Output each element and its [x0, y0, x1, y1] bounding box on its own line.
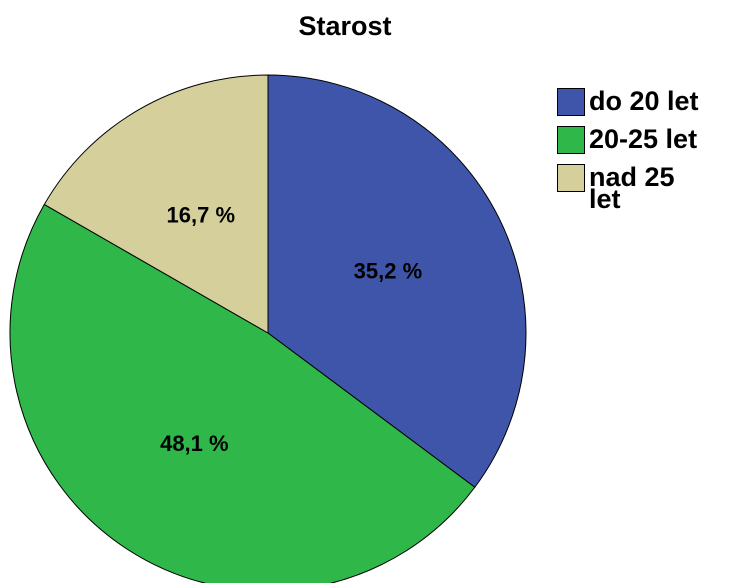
legend-label: 20-25 let [589, 124, 698, 154]
legend-item: do 20 let [557, 84, 699, 116]
data-label: 48,1 % [160, 431, 229, 456]
legend-swatch [557, 126, 585, 154]
pie-slice [9, 203, 476, 583]
legend-item: 20-25 let [557, 122, 699, 154]
data-label: 16,7 % [167, 203, 236, 228]
chart-title: Starost [298, 11, 391, 41]
legend-label: do 20 let [589, 86, 699, 116]
legend-swatch [557, 88, 585, 116]
data-label: 35,2 % [354, 259, 423, 284]
legend-swatch [557, 164, 585, 192]
pie-slice [267, 74, 527, 488]
pie-slice [43, 74, 269, 334]
legend: do 20 let 20-25 let nad 25 let [557, 84, 699, 216]
legend-label: nad 25 let [589, 162, 675, 214]
legend-item: nad 25 let [557, 160, 699, 214]
